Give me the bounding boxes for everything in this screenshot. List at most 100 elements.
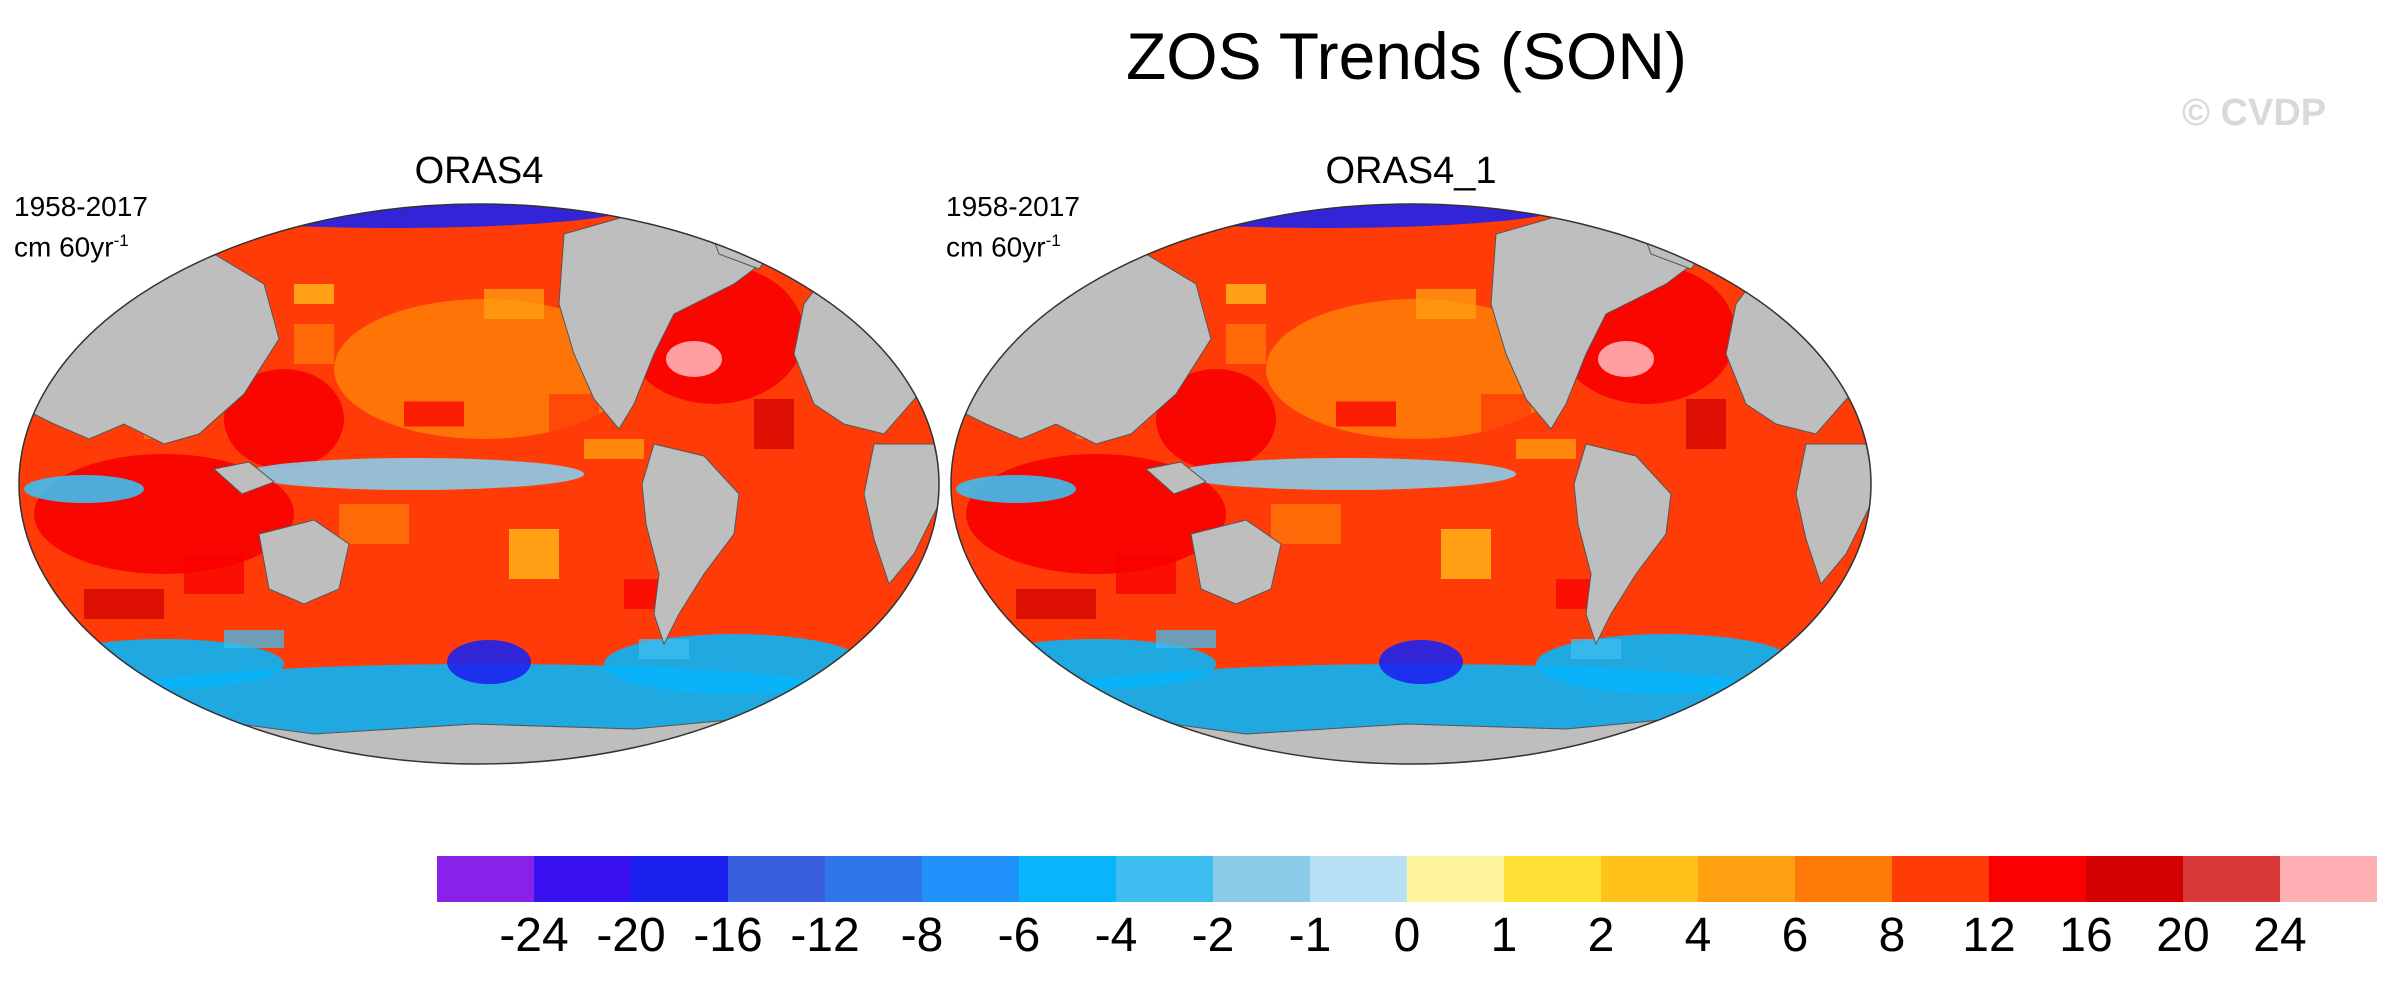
trend-cell <box>294 284 334 304</box>
trend-cell <box>1226 284 1266 304</box>
panel-oras4-1: ORAS4_1 1958-2017 cm 60yr-1 <box>946 140 1876 780</box>
trend-cell <box>224 630 284 648</box>
trend-region <box>1176 458 1516 490</box>
colorbar-swatch <box>1795 856 1893 902</box>
trend-cell <box>484 289 544 319</box>
chart-title: ZOS Trends (SON) <box>1125 19 1688 93</box>
eurasia-land <box>1725 223 1871 435</box>
map-outline <box>950 203 1872 765</box>
trend-cell <box>1226 324 1266 364</box>
colorbar-swatch <box>1407 856 1505 902</box>
maritime-continent-land <box>212 461 275 495</box>
period-label: 1958-2017 <box>14 191 148 222</box>
trend-cell <box>754 399 794 449</box>
trend-region <box>244 458 584 490</box>
colorbar-tick-label: 12 <box>1962 909 2016 962</box>
colorbar-swatch <box>2183 856 2281 902</box>
trend-cell <box>1116 554 1176 594</box>
colorbar-tick-label: -12 <box>790 909 860 962</box>
colorbar-swatch <box>2280 856 2377 902</box>
trend-cell <box>294 324 334 364</box>
colorbar-tick-label: 16 <box>2059 909 2113 962</box>
colorbar-tick-label: 4 <box>1684 909 1712 962</box>
colorbar-tick-label: -1 <box>1288 909 1332 962</box>
trend-cell <box>1156 630 1216 648</box>
colorbar-swatch <box>2086 856 2184 902</box>
colorbar-swatch <box>1019 856 1117 902</box>
colorbar-swatch <box>1892 856 1990 902</box>
trend-cell <box>1441 529 1491 579</box>
panel-meta: 1958-2017 cm 60yr-1 <box>946 190 1080 264</box>
trend-cell <box>639 639 689 659</box>
colorbar-tick-label: 20 <box>2156 909 2210 962</box>
trend-cell <box>404 401 464 427</box>
colorbar-tick-label: 2 <box>1587 909 1615 962</box>
trend-region <box>224 369 344 469</box>
units-label: cm 60yr-1 <box>14 231 129 263</box>
colorbar-swatch <box>1116 856 1214 902</box>
colorbar-tick-label: -4 <box>1094 909 1138 962</box>
trend-cell <box>1336 401 1396 427</box>
trend-region <box>956 475 1076 503</box>
trend-region <box>1626 434 1806 594</box>
trend-region <box>694 434 874 594</box>
trend-cell <box>1481 394 1531 434</box>
map-oras4 <box>18 203 940 765</box>
colorbar-tick-label: 0 <box>1393 909 1421 962</box>
colorbar-swatch <box>1601 856 1699 902</box>
colorbar-swatch <box>631 856 729 902</box>
trend-cell <box>584 439 644 459</box>
period-label: 1958-2017 <box>946 191 1080 222</box>
colorbar <box>437 856 2377 902</box>
trend-cell <box>1271 504 1341 544</box>
units-label: cm 60yr-1 <box>946 231 1061 263</box>
colorbar-tick-label: -16 <box>693 909 763 962</box>
australia-land <box>1190 519 1282 605</box>
colorbar-tick-label: -24 <box>499 909 569 962</box>
trend-region <box>24 475 144 503</box>
colorbar-tick-label: -8 <box>900 909 944 962</box>
colorbar-swatch <box>1698 856 1796 902</box>
colorbar-tick-label: -20 <box>596 909 666 962</box>
colorbar-swatch <box>1213 856 1311 902</box>
colorbar-tick-label: -6 <box>997 909 1041 962</box>
trend-cell <box>549 394 599 434</box>
map-oras4-1 <box>950 203 1872 765</box>
trend-cell <box>339 504 409 544</box>
maritime-continent-land <box>1144 461 1207 495</box>
south-america-land <box>641 443 740 646</box>
colorbar-tick-label: 24 <box>2253 909 2307 962</box>
colorbar-tick-label: 1 <box>1490 909 1518 962</box>
colorbar-swatch <box>534 856 632 902</box>
trend-cell <box>84 589 164 619</box>
south-america-land <box>1573 443 1672 646</box>
panel-oras4: ORAS4 1958-2017 cm 60yr-1 <box>14 140 944 780</box>
australia-land <box>258 519 350 605</box>
trend-cell <box>1686 399 1726 449</box>
trend-cell <box>509 529 559 579</box>
colorbar-swatch <box>437 856 535 902</box>
colorbar-tick-label: 8 <box>1878 909 1906 962</box>
trend-cell <box>1516 439 1576 459</box>
watermark: © CVDP <box>2182 92 2327 134</box>
trend-region <box>1598 341 1654 377</box>
map-outline <box>18 203 940 765</box>
colorbar-tick-label: -2 <box>1191 909 1235 962</box>
colorbar-swatch <box>1504 856 1602 902</box>
trend-cell <box>1571 639 1621 659</box>
colorbar-swatch <box>1310 856 1408 902</box>
colorbar-swatch <box>825 856 923 902</box>
trend-region <box>666 341 722 377</box>
colorbar-swatch <box>728 856 826 902</box>
panel-meta: 1958-2017 cm 60yr-1 <box>14 190 148 264</box>
colorbar-swatch <box>922 856 1020 902</box>
trend-cell <box>184 554 244 594</box>
panel-title: ORAS4_1 <box>1325 150 1497 192</box>
colorbar-swatch <box>1989 856 2087 902</box>
trend-region <box>447 640 531 684</box>
eurasia-land <box>793 223 939 435</box>
colorbar-tick-label: 6 <box>1781 909 1809 962</box>
trend-cell <box>1016 589 1096 619</box>
trend-region <box>1379 640 1463 684</box>
panel-title: ORAS4 <box>414 150 544 192</box>
